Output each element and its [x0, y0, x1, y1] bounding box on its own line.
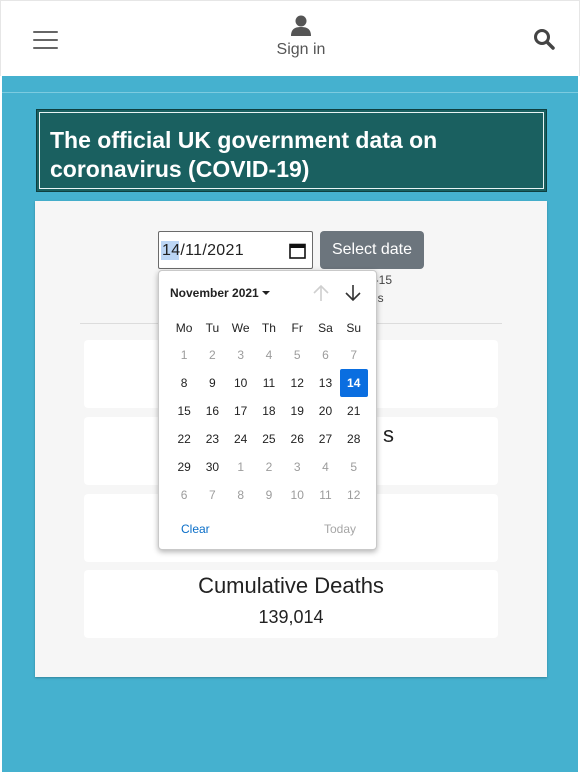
- calendar-day-cell[interactable]: 7: [209, 488, 216, 502]
- calendar-day-cell[interactable]: 4: [265, 348, 273, 362]
- calendar-day-cell[interactable]: 1: [237, 460, 244, 474]
- weekday-label: Fr: [291, 321, 303, 335]
- weekday-label: Sa: [318, 321, 333, 335]
- stat-value: 139,014: [258, 607, 324, 627]
- calendar-day-cell[interactable]: 2: [209, 348, 216, 362]
- page-title: The official UK government data on coron…: [50, 127, 438, 182]
- hamburger-menu-icon[interactable]: [33, 29, 59, 51]
- calendar-day-cell[interactable]: 13: [318, 376, 333, 390]
- calendar-day-cell[interactable]: 24: [233, 432, 248, 446]
- calendar-day-cell[interactable]: 9: [209, 376, 216, 390]
- calendar-week-row: 8 9 10 11 12 13 14: [170, 369, 368, 397]
- month-label: November 2021: [170, 286, 259, 300]
- divider: [2, 92, 578, 93]
- top-navbar: Sign in: [0, 0, 580, 76]
- calendar-week-row: 29 30 1 2 3 4 5: [170, 453, 368, 481]
- date-picker-popup: November 2021 Mo Tu We Th Fr Sa Su 1 2 3 4 5 6 7 8 9 10…: [158, 270, 377, 550]
- calendar-week-row: 1 2 3 4 5 6 7: [170, 341, 368, 369]
- calendar-day-cell[interactable]: 19: [290, 404, 304, 418]
- next-month-arrow-icon[interactable]: [344, 283, 362, 303]
- weekday-label: Tu: [205, 321, 220, 335]
- search-icon[interactable]: [533, 28, 555, 50]
- calendar-day-cell[interactable]: 20: [318, 404, 333, 418]
- calendar-day-cell[interactable]: 10: [290, 488, 304, 502]
- calendar-day-cell[interactable]: 9: [265, 488, 273, 502]
- calendar-day-cell[interactable]: 26: [290, 432, 304, 446]
- text-selection-highlight: [161, 241, 179, 260]
- calendar-day-cell[interactable]: 4: [322, 460, 329, 474]
- calendar-day-cell[interactable]: 12: [290, 376, 304, 390]
- calendar-day-cell[interactable]: 8: [180, 376, 188, 390]
- calendar-day-cell[interactable]: 8: [237, 488, 244, 502]
- calendar-day-cell[interactable]: 17: [233, 404, 248, 418]
- weekday-header-row: Mo Tu We Th Fr Sa Su: [170, 317, 368, 339]
- calendar-day-cell[interactable]: 15: [177, 404, 191, 418]
- calendar-day-cell[interactable]: 30: [205, 460, 220, 474]
- weekday-label: Mo: [175, 321, 193, 335]
- stat-card-cumulative-deaths: Cumulative Deaths 139,014: [84, 570, 498, 638]
- previous-month-arrow-icon[interactable]: [312, 283, 330, 303]
- calendar-day-cell[interactable]: 10: [233, 376, 248, 390]
- calendar-day-cell[interactable]: 2: [265, 460, 273, 474]
- stat-title: Cumulative Deaths: [198, 573, 384, 598]
- calendar-day-cell[interactable]: 6: [322, 348, 329, 362]
- calendar-day-cell[interactable]: 11: [319, 488, 332, 502]
- calendar-day-cell[interactable]: 3: [237, 348, 244, 362]
- weekday-label: We: [231, 321, 250, 335]
- calendar-day-cell[interactable]: 25: [262, 432, 276, 446]
- clear-button[interactable]: Clear: [181, 522, 210, 536]
- select-date-button[interactable]: Select date: [320, 231, 424, 269]
- page-title-banner: The official UK government data on coron…: [36, 109, 547, 192]
- calendar-week-row: 22 23 24 25 26 27 28: [170, 425, 368, 453]
- calendar-day-cell[interactable]: 21: [347, 404, 361, 418]
- calendar-day-cell[interactable]: 22: [177, 432, 191, 446]
- calendar-day-cell[interactable]: 23: [205, 432, 220, 446]
- caret-down-icon: [261, 291, 270, 295]
- calendar-day-cell[interactable]: 29: [177, 460, 191, 474]
- selected-day-cell[interactable]: 14: [339, 369, 368, 397]
- stat-title: s: [383, 422, 394, 447]
- calendar-icon[interactable]: [289, 242, 306, 259]
- calendar-day-cell[interactable]: 28: [347, 432, 361, 446]
- calendar-grid: Mo Tu We Th Fr Sa Su 1 2 3 4 5 6 7 8 9 10 11 12 13 14 15 16 17…: [170, 317, 368, 509]
- calendar-week-row: 15 16 17 18 19 20 21: [170, 397, 368, 425]
- calendar-day-cell[interactable]: 7: [350, 348, 358, 362]
- calendar-day-cell[interactable]: 6: [180, 488, 188, 502]
- weekday-label: Th: [261, 321, 276, 335]
- calendar-day-cell[interactable]: 27: [318, 432, 333, 446]
- calendar-day-cell[interactable]: 5: [350, 460, 358, 474]
- calendar-day-cell[interactable]: 3: [293, 460, 301, 474]
- date-value: 14/11/2021: [162, 242, 244, 259]
- sign-in-link[interactable]: Sign in: [251, 15, 351, 59]
- calendar-day-cell[interactable]: 12: [347, 488, 361, 502]
- calendar-day-cell[interactable]: 11: [262, 376, 276, 390]
- calendar-day-cell[interactable]: 5: [293, 348, 301, 362]
- today-button[interactable]: Today: [324, 522, 357, 536]
- sign-in-label: Sign in: [276, 41, 326, 58]
- month-year-selector[interactable]: November 2021: [170, 286, 270, 300]
- user-icon: [291, 15, 311, 36]
- calendar-day-cell[interactable]: 18: [262, 404, 276, 418]
- weekday-label: Su: [346, 321, 362, 335]
- calendar-day-cell[interactable]: 1: [180, 348, 188, 362]
- calendar-week-row: 6 7 8 9 10 11 12: [170, 481, 368, 509]
- calendar-day-cell[interactable]: 16: [205, 404, 220, 418]
- date-input[interactable]: 14/11/2021: [158, 231, 313, 269]
